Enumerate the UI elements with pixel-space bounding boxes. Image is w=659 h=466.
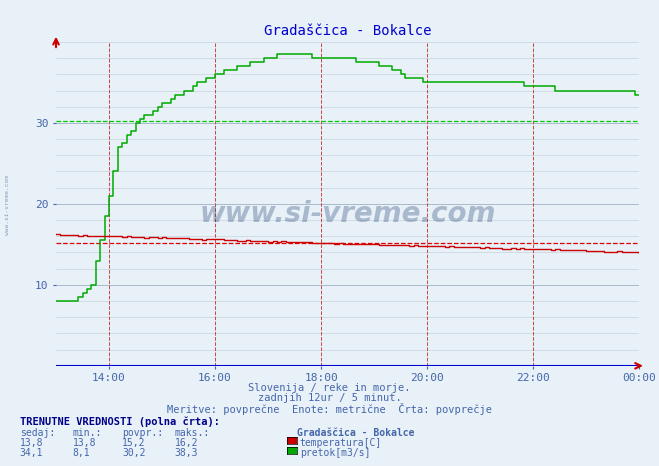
Title: Gradaščica - Bokalce: Gradaščica - Bokalce bbox=[264, 24, 432, 38]
Text: www.si-vreme.com: www.si-vreme.com bbox=[5, 175, 11, 235]
Text: Gradaščica - Bokalce: Gradaščica - Bokalce bbox=[297, 428, 414, 438]
Text: temperatura[C]: temperatura[C] bbox=[300, 438, 382, 448]
Text: 34,1: 34,1 bbox=[20, 448, 43, 458]
Text: 16,2: 16,2 bbox=[175, 438, 198, 448]
Text: povpr.:: povpr.: bbox=[122, 428, 163, 438]
Text: www.si-vreme.com: www.si-vreme.com bbox=[200, 199, 496, 227]
Text: 30,2: 30,2 bbox=[122, 448, 146, 458]
Text: 8,1: 8,1 bbox=[72, 448, 90, 458]
Text: 38,3: 38,3 bbox=[175, 448, 198, 458]
Text: 15,2: 15,2 bbox=[122, 438, 146, 448]
Text: sedaj:: sedaj: bbox=[20, 428, 55, 438]
Text: maks.:: maks.: bbox=[175, 428, 210, 438]
Text: Slovenija / reke in morje.: Slovenija / reke in morje. bbox=[248, 383, 411, 393]
Text: TRENUTNE VREDNOSTI (polna črta):: TRENUTNE VREDNOSTI (polna črta): bbox=[20, 416, 219, 427]
Text: min.:: min.: bbox=[72, 428, 102, 438]
Text: 13,8: 13,8 bbox=[20, 438, 43, 448]
Text: Meritve: povprečne  Enote: metrične  Črta: povprečje: Meritve: povprečne Enote: metrične Črta:… bbox=[167, 403, 492, 415]
Text: 13,8: 13,8 bbox=[72, 438, 96, 448]
Text: zadnjih 12ur / 5 minut.: zadnjih 12ur / 5 minut. bbox=[258, 393, 401, 403]
Text: pretok[m3/s]: pretok[m3/s] bbox=[300, 448, 370, 458]
